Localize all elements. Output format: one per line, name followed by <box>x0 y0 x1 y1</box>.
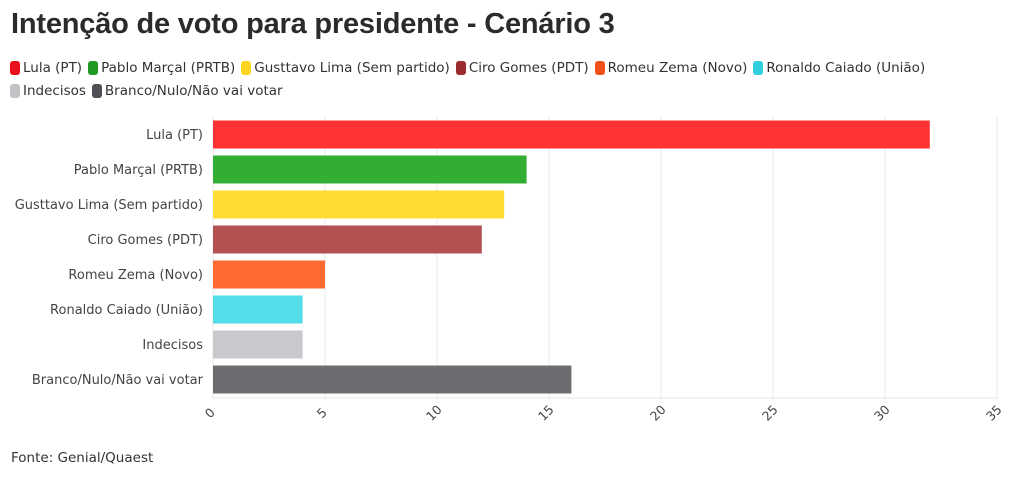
category-label: Branco/Nulo/Não vai votar <box>32 373 204 388</box>
legend-label: Ciro Gomes (PDT) <box>468 60 589 76</box>
legend-item: Ronaldo Caiado (União) <box>753 58 925 78</box>
legend-item: Lula (PT) <box>10 58 82 78</box>
legend-item: Branco/Nulo/Não vai votar <box>91 81 283 101</box>
source-note: Fonte: Genial/Quaest <box>11 450 154 466</box>
bar <box>213 120 930 149</box>
legend-label: Gusttavo Lima (Sem partido) <box>254 60 450 76</box>
legend-swatch <box>88 61 99 75</box>
tick-label: 15 <box>535 402 557 424</box>
legend-label: Pablo Marçal (PRTB) <box>101 60 236 76</box>
legend: Lula (PT) Pablo Marçal (PRTB) Gusttavo Lim… <box>10 58 1010 104</box>
legend-item: Indecisos <box>10 81 86 101</box>
bar <box>213 365 572 394</box>
legend-swatch <box>594 61 605 75</box>
chart-title: Intenção de voto para presidente - Cenár… <box>11 8 615 40</box>
tick-label: 30 <box>871 402 893 424</box>
legend-swatch <box>753 61 764 75</box>
bar <box>213 190 505 219</box>
legend-swatch <box>241 61 252 75</box>
legend-item: Pablo Marçal (PRTB) <box>88 58 235 78</box>
bar <box>213 155 527 184</box>
tick-label: 5 <box>314 405 330 421</box>
legend-label: Lula (PT) <box>23 60 83 76</box>
legend-item: Ciro Gomes (PDT) <box>455 58 589 78</box>
legend-label: Indecisos <box>23 83 86 99</box>
legend-label: Romeu Zema (Novo) <box>607 60 748 76</box>
tick-label: 10 <box>423 402 445 424</box>
bar <box>213 260 325 289</box>
legend-label: Branco/Nulo/Não vai votar <box>104 83 283 99</box>
tick-label: 25 <box>759 402 781 424</box>
category-label: Indecisos <box>142 338 203 353</box>
bar <box>213 225 482 254</box>
legend-swatch <box>10 84 20 98</box>
category-label: Lula (PT) <box>146 128 203 143</box>
legend-label: Ronaldo Caiado (União) <box>766 60 926 76</box>
category-label: Gusttavo Lima (Sem partido) <box>15 198 203 213</box>
tick-label: 35 <box>983 402 1005 424</box>
category-label: Romeu Zema (Novo) <box>68 268 203 283</box>
legend-swatch <box>10 61 20 75</box>
legend-item: Romeu Zema (Novo) <box>594 58 748 78</box>
tick-label: 20 <box>647 402 669 424</box>
legend-item: Gusttavo Lima (Sem partido) <box>241 58 450 78</box>
bar <box>213 295 303 324</box>
legend-swatch <box>455 61 466 75</box>
category-label: Ciro Gomes (PDT) <box>88 233 203 248</box>
category-label: Pablo Marçal (PRTB) <box>74 163 203 178</box>
legend-swatch <box>91 84 102 98</box>
bar <box>213 330 303 359</box>
category-label: Ronaldo Caiado (União) <box>50 303 203 318</box>
tick-label: 0 <box>202 405 218 421</box>
